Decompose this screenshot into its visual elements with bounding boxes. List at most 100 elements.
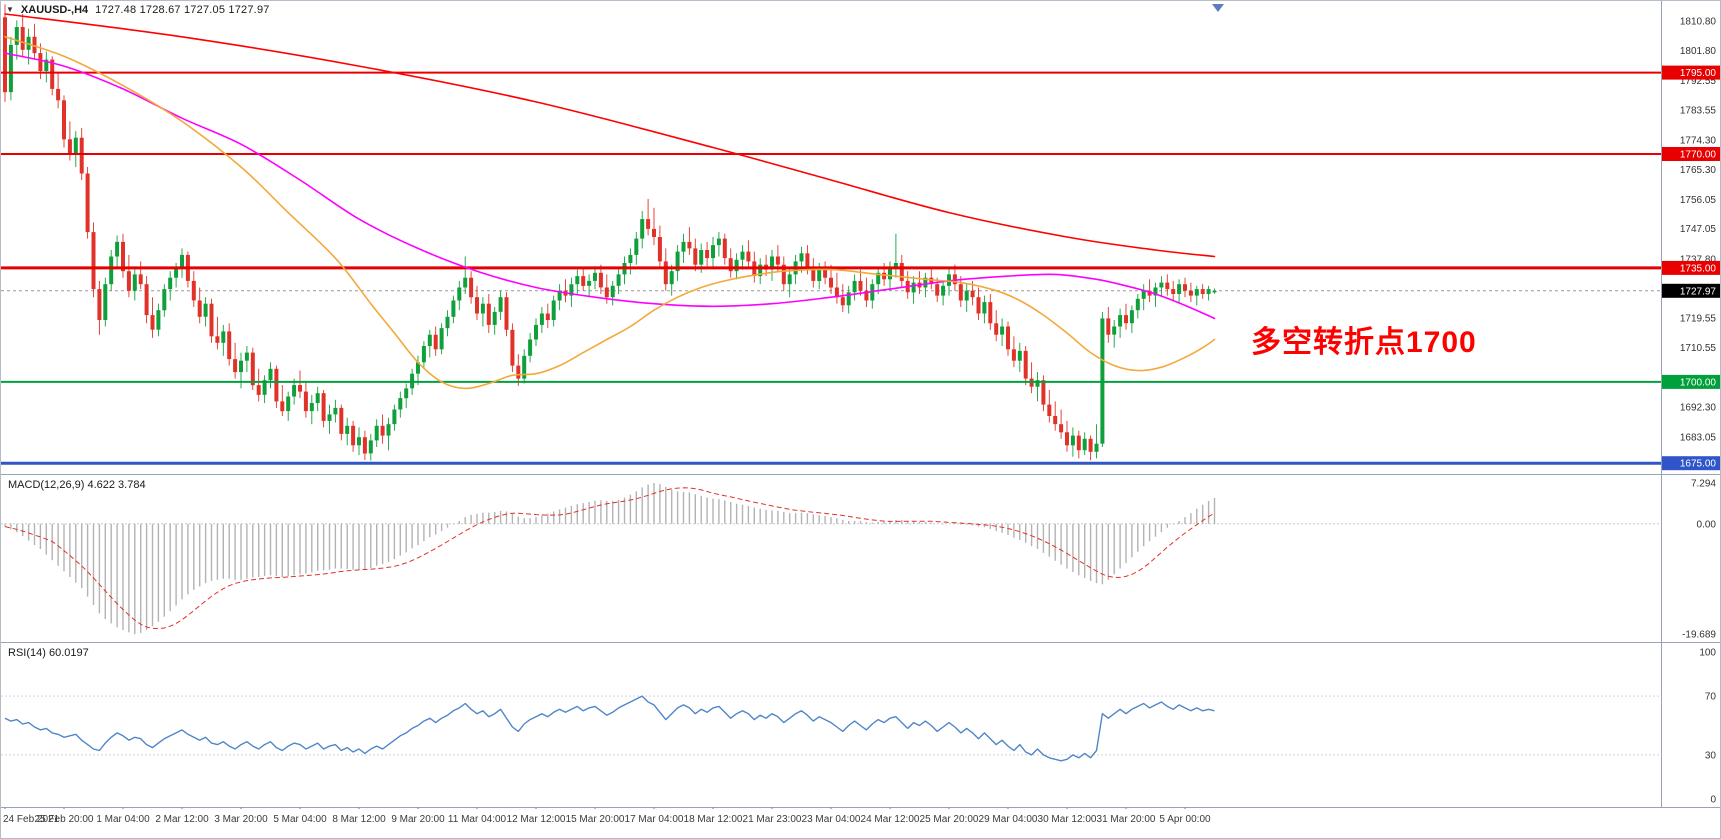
chart-shift-marker-icon[interactable] [1212, 4, 1224, 12]
candle-body [303, 391, 308, 412]
candle-body [32, 36, 37, 54]
time-label: 25 Feb 20:00 [34, 814, 94, 825]
candle-body [333, 407, 338, 415]
time-label: 31 Mar 20:00 [1096, 814, 1156, 825]
candle-body [775, 256, 780, 265]
candle-body [1112, 326, 1117, 335]
price-axis-label: 1710.55 [1680, 343, 1717, 354]
candle-body [433, 334, 438, 350]
candle-body [126, 271, 131, 291]
candle-body [97, 289, 102, 320]
candle-body [1165, 282, 1170, 290]
price-badge: 1795.00 [1662, 65, 1720, 80]
time-label: 17 Mar 04:00 [624, 814, 684, 825]
candle-body [451, 300, 456, 317]
candle-body [781, 264, 786, 285]
candle-body [575, 276, 580, 285]
annotation-text: 多空转折点1700 [1251, 326, 1477, 359]
candle-body [899, 263, 904, 281]
candle-body [728, 258, 733, 272]
candle-body [144, 284, 149, 316]
candle-body [416, 362, 420, 374]
candle-body [91, 232, 96, 290]
candle-body [646, 219, 651, 229]
candle-body [321, 393, 326, 421]
candle-body [239, 360, 243, 373]
candle-body [952, 274, 957, 285]
candle-body [864, 290, 869, 301]
candle-body [504, 297, 509, 330]
price-axis-label: 1683.05 [1680, 433, 1717, 444]
candle-body [345, 425, 350, 434]
candle-body [669, 271, 674, 285]
price-axis[interactable]: 1810.80 1801.80 1792.55 1783.55 1774.30 1765.… [1662, 17, 1721, 471]
candle-body [492, 311, 497, 325]
candle-body [829, 277, 833, 288]
candle-body [964, 290, 969, 301]
candle-body [840, 297, 845, 306]
ma_red-line [4, 13, 1216, 258]
candle-body [274, 368, 279, 402]
rsi-indicator-label: RSI(14) 60.0197 [8, 647, 89, 659]
candle-body [138, 274, 143, 285]
candle-body [8, 44, 13, 93]
time-label: 30 Mar 12:00 [1037, 814, 1097, 825]
price-axis-label: 1783.55 [1680, 105, 1717, 116]
time-label: 23 Mar 04:00 [801, 814, 861, 825]
candle-body [156, 310, 161, 330]
candle-body [663, 261, 668, 285]
candle-body [20, 27, 25, 50]
candle-body [79, 137, 84, 174]
candle-body [56, 88, 61, 101]
macd-axis-label: 0.00 [1697, 519, 1717, 530]
candle-body [628, 254, 633, 263]
candle-body [758, 264, 763, 277]
candle-body [115, 241, 120, 257]
macd-axis-label: 7.294 [1691, 479, 1716, 490]
candle-body [1153, 287, 1158, 296]
candle-body [3, 17, 7, 93]
candle-body [191, 280, 196, 301]
candle-body [162, 289, 167, 311]
candle-body [675, 251, 680, 272]
rsi-axis-label: 0 [1710, 795, 1716, 806]
candle-body [876, 272, 881, 285]
candle-body [734, 259, 739, 272]
symbol-dropdown-icon[interactable]: ▼ [6, 5, 14, 14]
candle-body [1194, 289, 1199, 296]
candle-body [746, 251, 751, 262]
candle-body [1011, 349, 1016, 361]
candle-body [693, 248, 698, 265]
svg-text:1700.00: 1700.00 [1680, 377, 1717, 388]
candlesticks [3, 4, 1217, 461]
candle-body [1141, 290, 1146, 299]
candle-body [982, 302, 987, 314]
candle-body [73, 137, 78, 154]
macd-indicator-label: MACD(12,26,9) 4.622 3.784 [8, 479, 146, 491]
candle-body [557, 290, 562, 301]
candle-body [427, 334, 432, 347]
price-badge: 1675.00 [1662, 456, 1720, 471]
candle-body [988, 302, 993, 324]
candle-body [386, 424, 391, 436]
candle-body [168, 277, 173, 290]
time-label: 8 Mar 12:00 [332, 814, 386, 825]
candle-body [587, 280, 592, 286]
candle-body [480, 303, 485, 314]
candle-body [941, 285, 946, 296]
time-axis[interactable]: 24 Feb 2021 25 Feb 20:00 1 Mar 04:00 2 Mar … [1, 809, 1720, 838]
candle-body [598, 272, 603, 288]
rsi-line [4, 695, 1215, 762]
price-axis-label: 1765.30 [1680, 165, 1717, 176]
candle-body [50, 59, 55, 89]
candle-body [846, 292, 851, 306]
candle-body [1035, 380, 1040, 387]
candle-body [711, 245, 715, 259]
price-axis-label: 1692.30 [1680, 402, 1717, 413]
candle-body [445, 316, 450, 329]
candle-body [834, 287, 839, 298]
candle-body [681, 241, 686, 252]
candle-body [722, 238, 727, 259]
candle-body [498, 297, 503, 312]
